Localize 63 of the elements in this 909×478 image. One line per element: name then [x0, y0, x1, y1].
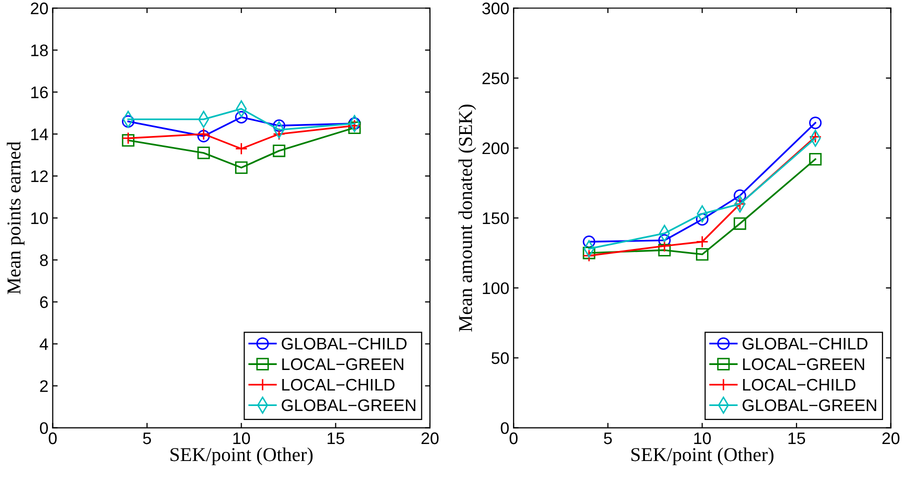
point [272, 119, 286, 132]
y-tick-label: 100 [482, 282, 509, 294]
point [809, 130, 822, 144]
point [696, 248, 708, 261]
point [235, 142, 248, 155]
y-tick-label: 14 [31, 128, 48, 140]
x-tick-label: 0 [510, 432, 518, 444]
x-tick-label: 0 [48, 432, 57, 444]
point [696, 213, 708, 226]
legend-label: LOCAL−CHILD [743, 378, 856, 391]
y-tick-label: 300 [482, 2, 509, 14]
point [582, 236, 596, 248]
y-tick-label: 150 [482, 212, 509, 224]
point [734, 189, 746, 202]
y-tick-label: 12 [31, 170, 48, 182]
point [272, 128, 286, 140]
x-tick-label: 5 [604, 432, 612, 444]
y-tick-label: 6 [40, 296, 48, 308]
y-tick-label: 0 [40, 422, 48, 434]
point [235, 161, 248, 174]
x-tick-label: 5 [143, 432, 151, 444]
legend-label: GLOBAL−CHILD [282, 338, 407, 350]
y-tick-label: 10 [31, 212, 48, 224]
x-tick-label: 10 [233, 432, 250, 444]
x-tick-label: 20 [882, 432, 900, 444]
y-axis-title: Mean points earned [6, 142, 24, 294]
legend-label: LOCAL−GREEN [282, 358, 404, 370]
x-axis-title: SEK/point (Other) [170, 448, 313, 466]
x-tick-label: 15 [328, 432, 344, 444]
x-tick-label: 15 [788, 432, 806, 444]
point [197, 146, 210, 160]
legend-label: GLOBAL−GREEN [742, 399, 876, 412]
y-axis-title: Mean amount donated (SEK) [458, 104, 476, 332]
x-tick-label: 20 [422, 432, 439, 444]
y-tick-label: 8 [40, 254, 48, 266]
point [122, 134, 134, 147]
x-tick-label: 10 [694, 432, 711, 444]
point [658, 244, 671, 256]
y-tick-label: 20 [30, 2, 48, 14]
y-tick-label: 50 [492, 352, 509, 364]
point [809, 116, 822, 130]
legend-label: LOCAL−CHILD [282, 378, 395, 391]
point [809, 152, 822, 166]
point [272, 144, 286, 158]
y-tick-label: 2 [40, 380, 48, 392]
point [734, 217, 746, 230]
point [235, 110, 248, 124]
point [696, 236, 708, 248]
legend-label: GLOBAL−GREEN [282, 399, 416, 412]
y-tick-label: 18 [31, 44, 48, 56]
point [122, 132, 134, 144]
y-tick-label: 4 [40, 338, 48, 350]
point [582, 249, 596, 262]
point [658, 240, 671, 252]
y-tick-label: 200 [482, 142, 509, 154]
y-tick-label: 0 [500, 422, 509, 434]
point [582, 246, 596, 260]
x-axis-title: SEK/point (Other) [631, 448, 774, 466]
y-tick-label: 250 [482, 72, 509, 84]
legend-label: GLOBAL−CHILD [742, 338, 868, 350]
point [122, 115, 134, 128]
legend-label: LOCAL−GREEN [743, 358, 864, 370]
y-tick-label: 16 [31, 86, 48, 98]
